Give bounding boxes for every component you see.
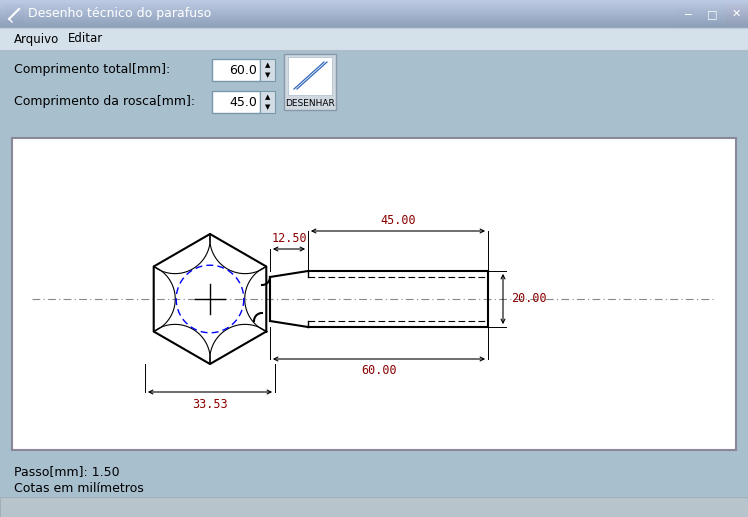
Text: Comprimento total[mm]:: Comprimento total[mm]: (14, 64, 171, 77)
FancyBboxPatch shape (260, 59, 275, 81)
FancyBboxPatch shape (6, 5, 23, 22)
FancyBboxPatch shape (725, 4, 747, 24)
FancyBboxPatch shape (12, 138, 736, 450)
Text: 20.00: 20.00 (511, 293, 547, 306)
FancyBboxPatch shape (677, 4, 699, 24)
FancyBboxPatch shape (212, 91, 260, 113)
Text: 12.50: 12.50 (272, 233, 307, 246)
Text: □: □ (707, 9, 717, 19)
Text: 60.00: 60.00 (361, 364, 396, 377)
Text: Cotas em milímetros: Cotas em milímetros (14, 481, 144, 494)
Text: 60.0: 60.0 (229, 64, 257, 77)
FancyBboxPatch shape (260, 91, 275, 113)
FancyBboxPatch shape (284, 54, 336, 110)
Text: 45.0: 45.0 (229, 96, 257, 109)
Text: ▲: ▲ (265, 94, 270, 100)
Text: ▼: ▼ (265, 72, 270, 78)
Text: ✕: ✕ (732, 9, 741, 19)
Text: DESENHAR: DESENHAR (285, 99, 335, 108)
FancyBboxPatch shape (0, 28, 748, 50)
Text: ▲: ▲ (265, 62, 270, 68)
Text: Arquivo: Arquivo (14, 33, 59, 45)
Text: ─: ─ (684, 9, 691, 19)
FancyBboxPatch shape (212, 59, 260, 81)
FancyBboxPatch shape (288, 57, 332, 95)
Text: Passo[mm]: 1.50: Passo[mm]: 1.50 (14, 465, 120, 479)
Text: Comprimento da rosca[mm]:: Comprimento da rosca[mm]: (14, 96, 195, 109)
Text: 45.00: 45.00 (380, 215, 416, 227)
Text: Desenho técnico do parafuso: Desenho técnico do parafuso (28, 8, 211, 21)
FancyBboxPatch shape (701, 4, 723, 24)
Text: ▼: ▼ (265, 104, 270, 110)
FancyBboxPatch shape (0, 497, 748, 517)
Text: Editar: Editar (68, 33, 103, 45)
Text: 33.53: 33.53 (192, 398, 228, 410)
